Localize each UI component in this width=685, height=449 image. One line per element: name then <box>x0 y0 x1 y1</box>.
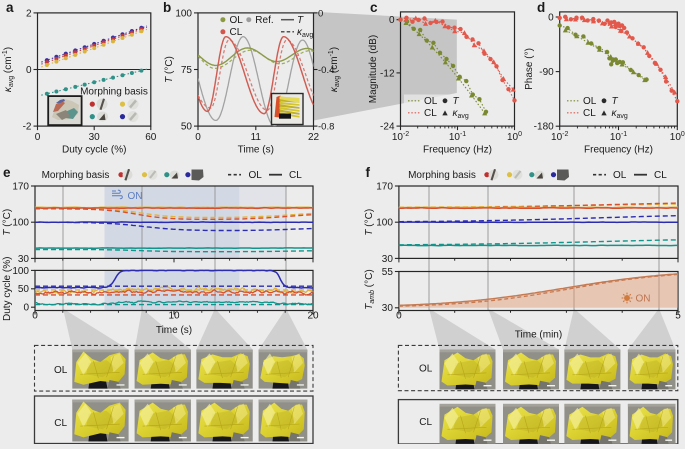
svg-text:Time (min): Time (min) <box>515 330 562 341</box>
svg-text:CL: CL <box>583 108 596 119</box>
svg-text:0: 0 <box>32 311 38 322</box>
svg-text:d: d <box>537 0 545 15</box>
svg-text:Morphing basis: Morphing basis <box>80 87 148 98</box>
svg-text:Tamb (°C): Tamb (°C) <box>364 269 376 309</box>
svg-text:55: 55 <box>382 267 394 278</box>
svg-text:T: T <box>297 15 304 26</box>
svg-text:30: 30 <box>89 132 101 143</box>
svg-text:c: c <box>370 0 378 15</box>
svg-text:OL: OL <box>230 15 244 26</box>
svg-text:-0.4: -0.4 <box>318 65 334 76</box>
svg-text:OL: OL <box>613 170 627 181</box>
svg-text:CL: CL <box>54 418 67 429</box>
svg-text:50: 50 <box>18 284 30 295</box>
svg-text:Time (s): Time (s) <box>238 145 274 156</box>
svg-text:T: T <box>453 96 460 107</box>
svg-text:ON: ON <box>636 294 651 305</box>
svg-text:OL: OL <box>249 170 263 181</box>
svg-text:75: 75 <box>181 65 193 76</box>
svg-text:0: 0 <box>195 132 201 143</box>
svg-text:170: 170 <box>376 181 393 192</box>
svg-text:Time (s): Time (s) <box>156 325 192 336</box>
svg-text:a: a <box>6 0 14 15</box>
svg-text:CL: CL <box>424 108 437 119</box>
svg-text:OL: OL <box>583 96 597 107</box>
svg-text:50: 50 <box>181 122 193 133</box>
svg-text:T (°C): T (°C) <box>164 56 175 83</box>
svg-text:T (°C): T (°C) <box>2 209 13 236</box>
svg-text:Morphing basis: Morphing basis <box>42 170 110 181</box>
svg-text:ON: ON <box>128 191 143 202</box>
svg-text:10: 10 <box>168 311 180 322</box>
svg-text:-0.8: -0.8 <box>318 122 334 133</box>
svg-text:Duty cycle (%): Duty cycle (%) <box>2 257 13 321</box>
svg-text:22: 22 <box>308 132 320 143</box>
svg-text:Magnitude (dB): Magnitude (dB) <box>368 35 379 103</box>
svg-text:Ref.: Ref. <box>255 15 273 26</box>
svg-text:-24: -24 <box>380 122 395 133</box>
svg-text:0: 0 <box>35 132 41 143</box>
svg-text:0: 0 <box>396 311 402 322</box>
svg-text:100: 100 <box>376 218 393 229</box>
svg-text:OL: OL <box>419 363 433 374</box>
svg-text:-2: -2 <box>23 122 32 133</box>
svg-text:-12: -12 <box>380 68 395 79</box>
svg-text:e: e <box>3 165 11 180</box>
svg-text:Frequency (Hz): Frequency (Hz) <box>584 145 653 156</box>
svg-text:100: 100 <box>175 8 192 19</box>
svg-text:CL: CL <box>230 27 243 38</box>
svg-text:11: 11 <box>251 132 262 143</box>
svg-text:170: 170 <box>12 181 29 192</box>
svg-text:30: 30 <box>18 254 30 265</box>
svg-text:0: 0 <box>389 15 395 26</box>
svg-text:T (°C): T (°C) <box>364 209 375 236</box>
svg-text:20: 20 <box>307 311 319 322</box>
svg-text:CL: CL <box>419 417 432 428</box>
svg-text:Duty cycle (%): Duty cycle (%) <box>62 145 126 156</box>
svg-text:100: 100 <box>12 266 29 277</box>
svg-text:OL: OL <box>54 365 68 376</box>
svg-text:κavg: κavg <box>297 27 313 39</box>
svg-text:2: 2 <box>26 8 32 19</box>
svg-text:T: T <box>612 96 619 107</box>
svg-text:30: 30 <box>382 303 394 314</box>
svg-text:κavg: κavg <box>612 108 628 120</box>
svg-text:0: 0 <box>548 12 554 23</box>
svg-text:Frequency (Hz): Frequency (Hz) <box>423 145 492 156</box>
svg-text:5: 5 <box>675 311 681 322</box>
svg-text:κavg: κavg <box>453 108 469 120</box>
svg-text:Phase (°): Phase (°) <box>524 48 535 90</box>
svg-text:f: f <box>366 165 371 180</box>
svg-text:30: 30 <box>382 254 394 265</box>
svg-text:OL: OL <box>424 96 438 107</box>
svg-text:0: 0 <box>23 303 29 314</box>
svg-text:100: 100 <box>12 218 29 229</box>
svg-text:0: 0 <box>318 8 323 19</box>
svg-text:-180: -180 <box>534 122 554 133</box>
svg-text:CL: CL <box>289 170 302 181</box>
svg-text:Morphing basis: Morphing basis <box>408 170 476 181</box>
svg-text:0: 0 <box>26 65 32 76</box>
svg-text:-90: -90 <box>539 67 554 78</box>
svg-text:b: b <box>163 0 171 15</box>
svg-text:60: 60 <box>145 132 157 143</box>
svg-text:CL: CL <box>654 170 667 181</box>
